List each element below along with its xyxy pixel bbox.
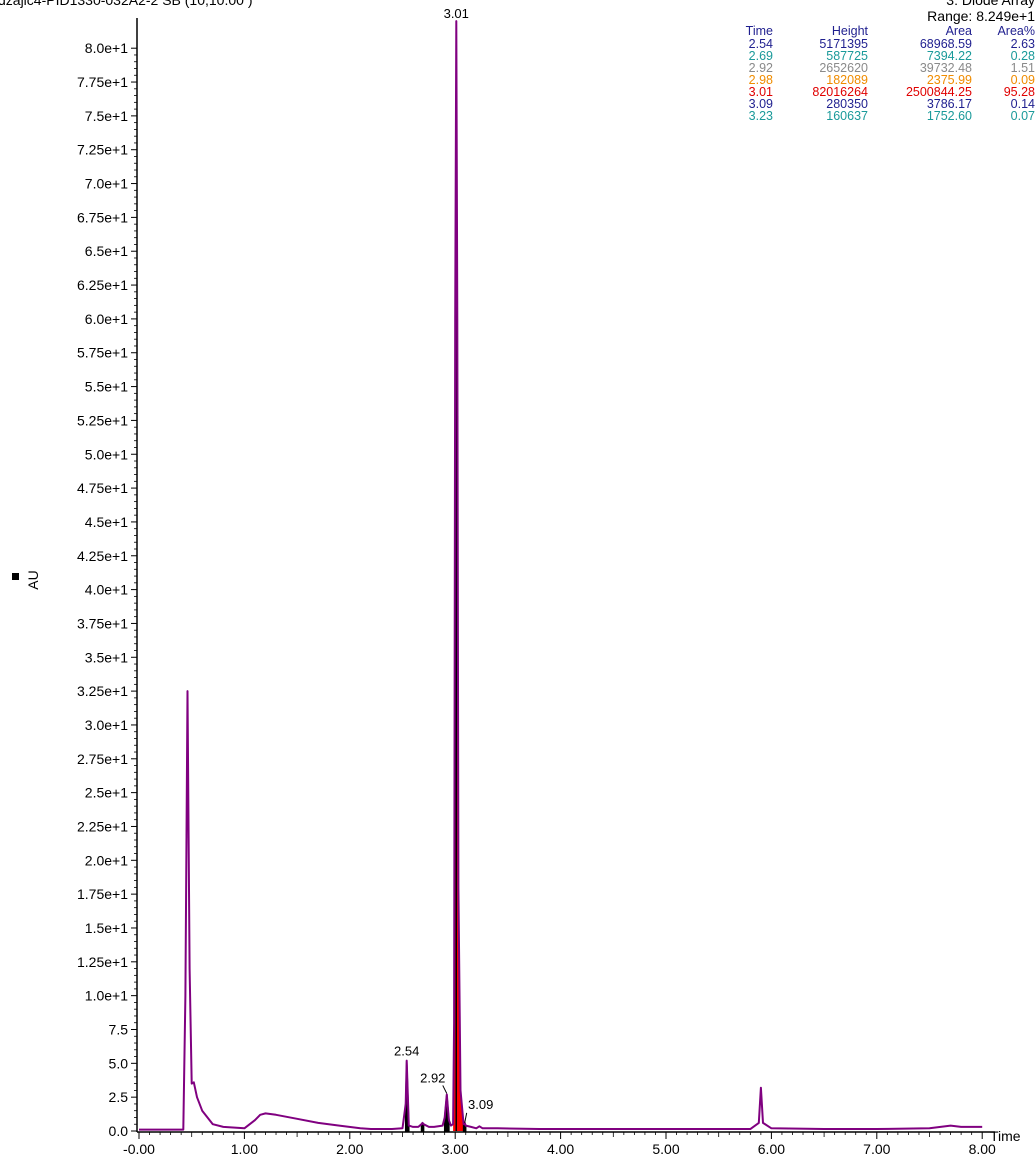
peak-table-cell: 1.51 bbox=[1011, 61, 1035, 75]
peak-table-cell: 95.28 bbox=[1004, 85, 1035, 99]
peak-table-cell: 3786.17 bbox=[927, 97, 972, 111]
y-tick-label: 0.0 bbox=[109, 1123, 129, 1139]
x-axis-title: Time bbox=[990, 1128, 1021, 1144]
y-tick-label: 3.5e+1 bbox=[85, 649, 128, 665]
y-tick-label: 5.75e+1 bbox=[77, 345, 128, 361]
x-tick-label: 6.00 bbox=[758, 1141, 785, 1157]
x-tick-label: 4.00 bbox=[547, 1141, 574, 1157]
peak-table-cell: 2.63 bbox=[1011, 37, 1035, 51]
peak-table-cell: 3.23 bbox=[749, 109, 773, 123]
peak-table-cell: 5171395 bbox=[819, 37, 868, 51]
peak-label-leader bbox=[442, 1085, 448, 1094]
y-tick-label: 6.5e+1 bbox=[85, 243, 128, 259]
peak-table-cell: 1752.60 bbox=[927, 109, 972, 123]
x-tick-label: -0.00 bbox=[123, 1141, 155, 1157]
peak-table-header: Height bbox=[832, 24, 869, 38]
peak-table-cell: 0.14 bbox=[1011, 97, 1035, 111]
sample-title: dzajic4-PID1330-032A2-2 SB (10,10.00 ) bbox=[0, 0, 252, 8]
peak-table-header: Area bbox=[946, 24, 972, 38]
y-tick-label: 2.5 bbox=[109, 1089, 129, 1105]
y-tick-label: 6.75e+1 bbox=[77, 209, 128, 225]
x-tick-label: 2.00 bbox=[336, 1141, 363, 1157]
header-layer: dzajic4-PID1330-032A2-2 SB (10,10.00 ) 3… bbox=[0, 0, 1035, 24]
y-tick-label: 3.0e+1 bbox=[85, 717, 128, 733]
y-tick-label: 7.5 bbox=[109, 1021, 129, 1037]
y-tick-label: 5.25e+1 bbox=[77, 412, 128, 428]
y-tick-label: 7.0e+1 bbox=[85, 176, 128, 192]
peak-label: 3.01 bbox=[444, 6, 469, 21]
peak-table-cell: 2.98 bbox=[749, 73, 773, 87]
y-tick-label: 2.0e+1 bbox=[85, 852, 128, 868]
y-tick-label: 7.5e+1 bbox=[85, 108, 128, 124]
x-tick-label: 1.00 bbox=[231, 1141, 258, 1157]
detector-label: 3: Diode Array bbox=[946, 0, 1035, 8]
x-tick-label: 8.00 bbox=[969, 1141, 996, 1157]
peak-table-cell: 68968.59 bbox=[920, 37, 972, 51]
y-tick-label: 5.0 bbox=[109, 1055, 129, 1071]
peak-table-header: Time bbox=[746, 24, 773, 38]
y-tick-label: 2.25e+1 bbox=[77, 818, 128, 834]
peak-table-cell: 587725 bbox=[826, 49, 868, 63]
peak-table-cell: 3.09 bbox=[749, 97, 773, 111]
y-tick-label: 6.25e+1 bbox=[77, 277, 128, 293]
y-tick-label: 1.75e+1 bbox=[77, 886, 128, 902]
peak-table-cell: 7394.22 bbox=[927, 49, 972, 63]
axes-layer: 0.0 2.5 5.0 7.5 1.0e+1 1.25e+1 1.5e+1 1.75e+1 2.… bbox=[77, 18, 996, 1157]
peak-label-leader bbox=[464, 1112, 468, 1123]
peak-table-cell: 2.54 bbox=[749, 37, 773, 51]
trace-layer bbox=[139, 20, 983, 1131]
y-tick-label: 3.25e+1 bbox=[77, 683, 128, 699]
y-axis-title: AU bbox=[25, 570, 41, 589]
peak-table-cell: 0.07 bbox=[1011, 109, 1035, 123]
y-tick-label: 2.75e+1 bbox=[77, 751, 128, 767]
y-tick-label: 5.0e+1 bbox=[85, 446, 128, 462]
peak-label: 2.92 bbox=[420, 1070, 445, 1085]
y-axis-marker-icon bbox=[12, 573, 19, 580]
peak-label-layer: 3.01 2.542.92 3.09 bbox=[394, 6, 493, 1123]
x-tick-label: 7.00 bbox=[863, 1141, 890, 1157]
y-tick-label: 4.25e+1 bbox=[77, 548, 128, 564]
y-tick-label: 4.5e+1 bbox=[85, 514, 128, 530]
y-tick-label: 5.5e+1 bbox=[85, 379, 128, 395]
y-tick-label: 2.5e+1 bbox=[85, 785, 128, 801]
peak-table-cell: 280350 bbox=[826, 97, 868, 111]
peak-table-cell: 0.09 bbox=[1011, 73, 1035, 87]
peak-table-cell: 0.28 bbox=[1011, 49, 1035, 63]
chromatogram-trace bbox=[139, 20, 983, 1131]
peak-table-cell: 82016264 bbox=[812, 85, 868, 99]
x-tick-label: 5.00 bbox=[652, 1141, 679, 1157]
peak-table-cell: 160637 bbox=[826, 109, 868, 123]
y-tick-label: 6.0e+1 bbox=[85, 311, 128, 327]
y-tick-label: 1.25e+1 bbox=[77, 954, 128, 970]
y-tick-label: 3.75e+1 bbox=[77, 615, 128, 631]
peak-label: 3.09 bbox=[468, 1097, 493, 1112]
peak-table-cell: 39732.48 bbox=[920, 61, 972, 75]
range-label: Range: 8.249e+1 bbox=[927, 8, 1035, 24]
y-tick-label: 4.75e+1 bbox=[77, 480, 128, 496]
peak-table-cell: 2375.99 bbox=[927, 73, 972, 87]
peak-table-cell: 2.69 bbox=[749, 49, 773, 63]
peak-table-cell: 2500844.25 bbox=[906, 85, 972, 99]
y-tick-label: 1.0e+1 bbox=[85, 988, 128, 1004]
y-tick-label: 7.25e+1 bbox=[77, 142, 128, 158]
peak-table-cell: 182089 bbox=[826, 73, 868, 87]
peak-table-header: Area% bbox=[997, 24, 1035, 38]
peak-table-cell: 2652620 bbox=[819, 61, 868, 75]
peak-table-cell: 3.01 bbox=[749, 85, 773, 99]
y-tick-label: 8.0e+1 bbox=[85, 40, 128, 56]
y-tick-label: 1.5e+1 bbox=[85, 920, 128, 936]
peak-label: 2.54 bbox=[394, 1044, 419, 1059]
peak-table: Time Height Area Area% 2.54 5171395 68968.59 2.… bbox=[746, 24, 1035, 123]
peak-table-cell: 2.92 bbox=[749, 61, 773, 75]
y-tick-label: 7.75e+1 bbox=[77, 74, 128, 90]
x-tick-label: 3.00 bbox=[442, 1141, 469, 1157]
axis-titles: Time AU bbox=[12, 570, 1021, 1144]
y-tick-label: 4.0e+1 bbox=[85, 582, 128, 598]
